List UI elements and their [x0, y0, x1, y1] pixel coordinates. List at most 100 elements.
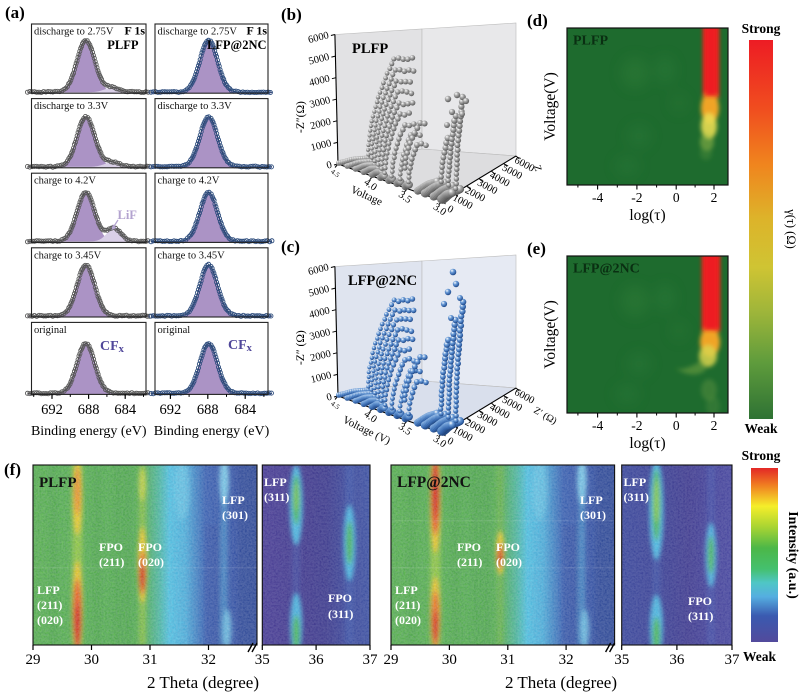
svg-text:4.5: 4.5	[329, 168, 341, 180]
svg-text:0: 0	[445, 204, 455, 216]
svg-text:(311): (311)	[624, 490, 649, 504]
svg-text:0: 0	[673, 190, 680, 205]
svg-text:PLFP: PLFP	[573, 34, 608, 49]
svg-text:684: 684	[114, 402, 137, 418]
svg-text:LFP: LFP	[37, 583, 60, 597]
svg-text:Weak: Weak	[743, 649, 776, 664]
svg-text:log(τ): log(τ)	[629, 207, 665, 224]
svg-text:Intensity (a.u.): Intensity (a.u.)	[785, 511, 800, 599]
svg-text:37: 37	[725, 652, 741, 668]
svg-text:discharge to 2.75V: discharge to 2.75V	[34, 27, 114, 38]
svg-text:LFP: LFP	[395, 583, 418, 597]
svg-text:LFP@2NC: LFP@2NC	[397, 474, 471, 491]
svg-text:Z′ (Ω): Z′ (Ω)	[532, 405, 559, 427]
svg-text:F 1s: F 1s	[124, 24, 145, 38]
svg-text:35: 35	[614, 652, 629, 668]
svg-text:-Z″(Ω): -Z″(Ω)	[295, 101, 307, 133]
svg-text:CFx: CFx	[100, 339, 125, 355]
svg-text:PLFP: PLFP	[352, 41, 388, 57]
svg-text:FPO: FPO	[457, 540, 481, 554]
svg-text:31: 31	[500, 652, 515, 668]
svg-text:(f): (f)	[4, 460, 21, 479]
svg-text:1000: 1000	[310, 370, 333, 386]
svg-text:Z: Z	[531, 164, 543, 173]
svg-text:LFP@2NC: LFP@2NC	[573, 262, 640, 277]
svg-text:CFx: CFx	[228, 338, 253, 354]
svg-text:-4: -4	[592, 418, 603, 433]
svg-text:LFP: LFP	[264, 475, 287, 489]
svg-text:5000: 5000	[308, 52, 331, 68]
svg-text:(301): (301)	[222, 508, 248, 522]
svg-text:2: 2	[711, 190, 718, 205]
svg-text:FPO: FPO	[138, 540, 162, 554]
svg-text:Voltage(V): Voltage(V)	[542, 300, 559, 369]
svg-text:6000: 6000	[307, 262, 330, 278]
svg-text:32: 32	[201, 652, 216, 668]
svg-text:FPO: FPO	[688, 594, 712, 608]
svg-text:Weak: Weak	[744, 421, 777, 436]
svg-text:2: 2	[711, 418, 718, 433]
svg-text:3.5: 3.5	[396, 189, 413, 206]
svg-text:(311): (311)	[328, 607, 353, 621]
svg-text:γ(τ) (Ω): γ(τ) (Ω)	[784, 208, 798, 249]
svg-text:LFP: LFP	[624, 475, 647, 489]
svg-text:FPO: FPO	[328, 591, 352, 605]
svg-text:LFP: LFP	[580, 493, 603, 507]
svg-text:(d): (d)	[527, 11, 548, 30]
svg-text:2000: 2000	[309, 349, 332, 365]
svg-text:(211): (211)	[457, 555, 482, 569]
svg-text:FPO: FPO	[496, 540, 520, 554]
svg-text:-4: -4	[592, 190, 603, 205]
svg-text:3.0: 3.0	[431, 434, 448, 451]
svg-text:F 1s: F 1s	[246, 24, 267, 38]
svg-text:Strong: Strong	[742, 448, 781, 463]
svg-text:37: 37	[363, 652, 379, 668]
svg-text:(020): (020)	[496, 555, 522, 569]
svg-text:(020): (020)	[395, 613, 421, 627]
svg-text:0: 0	[445, 436, 455, 448]
svg-text:3.5: 3.5	[396, 421, 413, 438]
svg-text:36: 36	[309, 652, 325, 668]
svg-text:(211): (211)	[99, 555, 124, 569]
svg-text:charge to 4.2V: charge to 4.2V	[158, 176, 220, 187]
svg-text:charge to 3.45V: charge to 3.45V	[158, 250, 226, 261]
svg-text:-2: -2	[631, 418, 642, 433]
svg-text:LFP@2NC: LFP@2NC	[348, 273, 417, 289]
svg-text:charge to 3.45V: charge to 3.45V	[34, 250, 102, 261]
svg-text:(a): (a)	[5, 3, 25, 22]
svg-text:PLFP: PLFP	[107, 38, 139, 52]
svg-text:29: 29	[26, 652, 41, 668]
svg-text:FPO: FPO	[99, 540, 123, 554]
svg-text:6000: 6000	[307, 30, 330, 46]
svg-text:684: 684	[234, 402, 257, 418]
svg-text:0: 0	[325, 160, 333, 172]
svg-text:4000: 4000	[308, 305, 331, 321]
svg-text:(b): (b)	[281, 5, 302, 24]
svg-text:688: 688	[197, 402, 219, 418]
svg-text:original: original	[34, 325, 67, 336]
svg-text:Binding energy (eV): Binding energy (eV)	[31, 424, 147, 439]
svg-text:log(τ): log(τ)	[629, 435, 665, 452]
svg-text:688: 688	[78, 402, 100, 418]
svg-text:(020): (020)	[138, 555, 164, 569]
svg-text:1000: 1000	[310, 138, 333, 154]
svg-text:30: 30	[442, 652, 457, 668]
svg-text:LFP@2NC: LFP@2NC	[207, 38, 267, 52]
svg-text:(211): (211)	[395, 598, 420, 612]
svg-text:(311): (311)	[688, 609, 713, 623]
svg-text:3000: 3000	[309, 95, 332, 111]
svg-text:35: 35	[255, 652, 270, 668]
svg-text:discharge to 3.3V: discharge to 3.3V	[158, 101, 233, 112]
svg-text:charge to 4.2V: charge to 4.2V	[34, 176, 96, 187]
svg-text:692: 692	[41, 402, 63, 418]
svg-text:-Z″ (Ω): -Z″ (Ω)	[295, 330, 307, 365]
svg-text:29: 29	[384, 652, 399, 668]
svg-text:Strong: Strong	[742, 21, 781, 36]
svg-text:3000: 3000	[309, 327, 332, 343]
svg-text:LFP: LFP	[222, 493, 245, 507]
svg-text:31: 31	[143, 652, 158, 668]
svg-text:original: original	[158, 325, 191, 336]
svg-text:4000: 4000	[308, 73, 331, 89]
svg-text:4.5: 4.5	[329, 400, 341, 412]
svg-text:Binding energy (eV): Binding energy (eV)	[154, 424, 270, 439]
